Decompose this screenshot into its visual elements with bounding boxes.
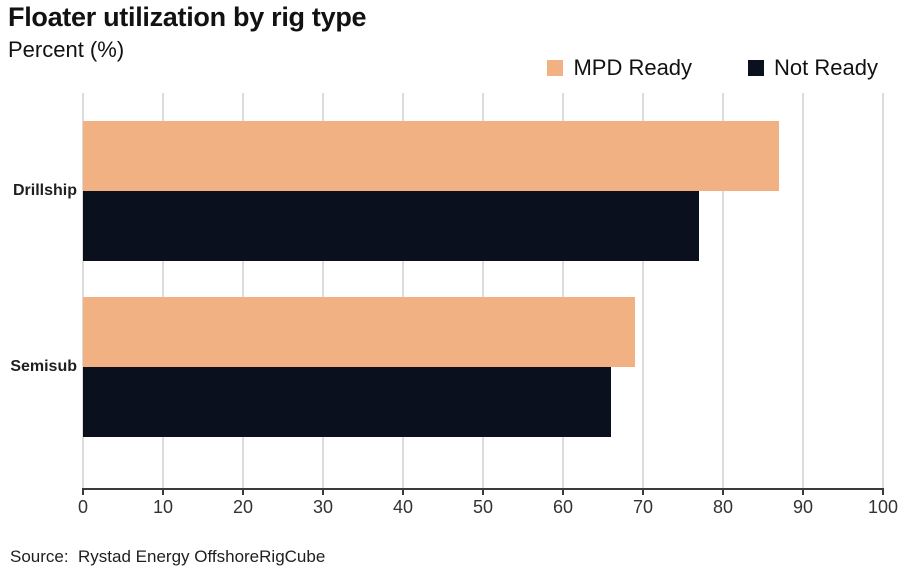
gridline <box>402 93 404 488</box>
gridline <box>242 93 244 488</box>
axis-tick <box>242 488 244 495</box>
axis-tick <box>722 488 724 495</box>
gridline <box>162 93 164 488</box>
axis-tick <box>162 488 164 495</box>
gridline <box>562 93 564 488</box>
axis-tick <box>82 488 84 495</box>
legend: MPD Ready Not Ready <box>547 55 878 81</box>
x-tick-label: 80 <box>712 497 734 517</box>
gridline <box>642 93 644 488</box>
bar-semisub-mpd-ready <box>83 297 635 367</box>
x-tick-label: 90 <box>792 497 814 517</box>
chart-title: Floater utilization by rig type <box>8 2 367 32</box>
gridline <box>882 93 884 488</box>
x-tick-label: 40 <box>392 497 414 517</box>
gridline <box>322 93 324 488</box>
axis-tick <box>882 488 884 495</box>
legend-item-not-ready: Not Ready <box>748 55 878 81</box>
gridline <box>482 93 484 488</box>
legend-label-mpd-ready: MPD Ready <box>573 55 693 80</box>
bar-drillship-not-ready <box>83 191 699 261</box>
legend-swatch-mpd-ready <box>547 60 564 76</box>
legend-item-mpd-ready: MPD Ready <box>547 55 692 81</box>
source-note: Source: Rystad Energy OffshoreRigCube <box>10 547 326 566</box>
gridline <box>722 93 724 488</box>
x-tick-label: 10 <box>152 497 174 517</box>
category-label-drillship: Drillship <box>12 182 77 199</box>
category-label-semisub: Semisub <box>10 358 77 375</box>
legend-label-not-ready: Not Ready <box>774 55 878 80</box>
bar-semisub-not-ready <box>83 367 611 437</box>
x-tick-label: 0 <box>77 497 89 517</box>
axis-tick <box>802 488 804 495</box>
x-tick-label: 70 <box>632 497 654 517</box>
axis-tick <box>402 488 404 495</box>
bar-drillship-mpd-ready <box>83 121 779 191</box>
chart-subtitle: Percent (%) <box>8 37 125 62</box>
x-tick-label: 20 <box>232 497 254 517</box>
gridline <box>82 93 84 488</box>
x-tick-label: 30 <box>312 497 334 517</box>
axis-tick <box>562 488 564 495</box>
x-tick-label: 50 <box>472 497 494 517</box>
axis-tick <box>642 488 644 495</box>
plot-area <box>82 93 884 495</box>
x-tick-label: 60 <box>552 497 574 517</box>
x-tick-label: 100 <box>867 497 899 517</box>
axis-tick <box>482 488 484 495</box>
legend-swatch-not-ready <box>748 60 765 76</box>
axis-tick <box>322 488 324 495</box>
gridline <box>802 93 804 488</box>
